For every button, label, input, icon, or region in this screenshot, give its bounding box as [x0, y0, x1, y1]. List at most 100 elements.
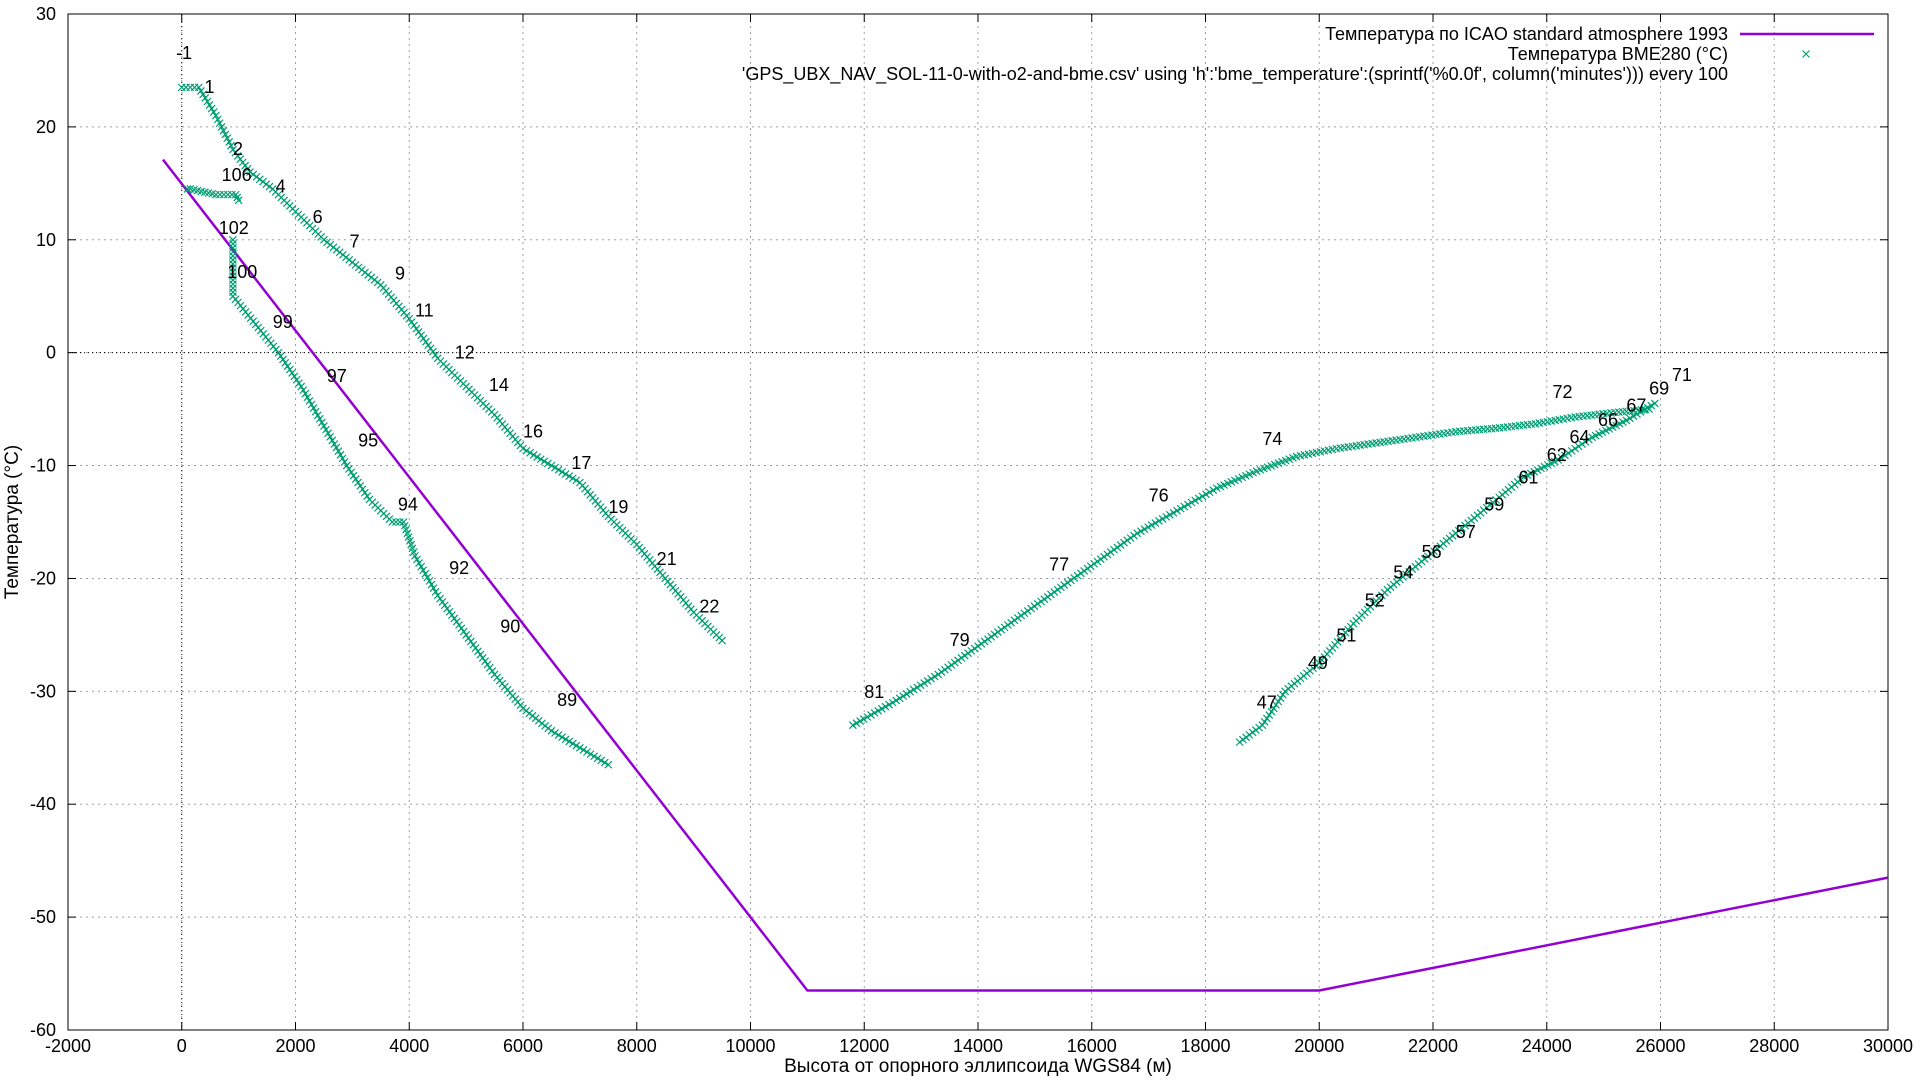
bme-point [960, 651, 969, 660]
bme-point [568, 474, 577, 483]
bme-point [902, 690, 911, 698]
x-tick-label: 28000 [1749, 1036, 1799, 1056]
bme-point [547, 726, 556, 735]
bme-point [229, 251, 237, 260]
bme-point [885, 700, 893, 709]
point-label: 99 [273, 312, 293, 332]
bme-point [330, 440, 339, 448]
x-tick-label: 16000 [1067, 1036, 1117, 1056]
point-label: 81 [864, 682, 884, 702]
bme-point [1561, 451, 1569, 460]
y-tick-label: -10 [30, 456, 56, 476]
x-tick-label: 8000 [617, 1036, 657, 1056]
bme-point [1162, 512, 1171, 521]
bme-point [478, 654, 487, 662]
bme-point [1010, 616, 1019, 625]
bme-point [1567, 446, 1576, 455]
bme-point [1209, 486, 1218, 495]
bme-point [974, 642, 982, 651]
bme-point [197, 86, 205, 95]
bme-point [288, 369, 297, 377]
bme-point [276, 352, 285, 360]
bme-point [405, 314, 414, 323]
bme-point [201, 94, 210, 102]
x-tick-label: 26000 [1635, 1036, 1685, 1056]
bme-point [1130, 531, 1138, 540]
bme-point [349, 471, 358, 480]
bme-point [927, 674, 936, 683]
bme-point [859, 715, 868, 723]
bme-point [1202, 490, 1210, 499]
bme-point [414, 328, 423, 336]
bme-point [419, 334, 428, 343]
bme-point [572, 476, 581, 485]
bme-point [1581, 437, 1590, 446]
point-label: 52 [1365, 591, 1385, 611]
bme-point [593, 754, 602, 763]
bme-point [1020, 609, 1029, 618]
bme-point [1136, 527, 1145, 536]
bme-point [964, 649, 972, 658]
bme-point [215, 190, 224, 199]
bme-point [455, 621, 463, 629]
bme-point [950, 658, 959, 667]
bme-point [551, 729, 559, 737]
bme-point [356, 481, 365, 490]
legend-swatch-bme [1802, 50, 1810, 58]
bme-point [1187, 498, 1196, 507]
bme-point [340, 458, 349, 466]
bme-point [990, 630, 999, 639]
bme-point [906, 687, 915, 696]
bme-point [1023, 606, 1032, 615]
bme-point [183, 185, 192, 193]
point-label: 7 [350, 232, 360, 252]
point-label: 90 [500, 617, 520, 637]
bme-point [334, 447, 343, 456]
bme-point [1070, 574, 1079, 582]
bme-point [984, 635, 992, 644]
point-label: 12 [455, 342, 475, 362]
bme-point [1269, 704, 1278, 713]
bme-point [920, 679, 929, 688]
bme-point [1622, 416, 1631, 425]
bme-point [445, 607, 454, 616]
bme-point [579, 745, 588, 754]
bme-point [881, 702, 890, 711]
bme-point [1063, 578, 1072, 587]
bme-point [1258, 721, 1267, 730]
bme-point [1110, 545, 1118, 554]
bme-point [604, 760, 613, 769]
point-label: 14 [489, 375, 509, 395]
bme-point [203, 97, 212, 106]
point-label: 16 [523, 421, 543, 441]
bme-point [1040, 595, 1049, 604]
bme-point [934, 670, 943, 679]
bme-point [533, 453, 542, 462]
x-tick-label: 4000 [389, 1036, 429, 1056]
bme-point [433, 591, 442, 600]
bme-point [1151, 519, 1160, 527]
bme-point [1053, 585, 1062, 594]
bme-point [1169, 508, 1178, 517]
bme-point [1000, 623, 1009, 632]
point-label: 79 [950, 630, 970, 650]
bme-point [1557, 453, 1566, 462]
bme-point [488, 667, 497, 676]
point-label: 97 [327, 366, 347, 386]
bme-point [937, 668, 946, 676]
bme-point [558, 467, 567, 476]
bme-point [1003, 621, 1012, 629]
bme-point [565, 472, 574, 481]
bme-point [1180, 502, 1189, 511]
bme-point [338, 454, 347, 463]
bme-point [429, 584, 438, 593]
y-axis-title: Температура (°C) [2, 445, 23, 599]
bme-point [1090, 559, 1099, 568]
bme-point [392, 518, 400, 526]
point-label: 106 [222, 165, 252, 185]
point-label: 57 [1456, 522, 1476, 542]
x-axis-title: Высота от опорного эллипсоида WGS84 (м) [784, 1056, 1172, 1077]
x-tick-label: 10000 [725, 1036, 775, 1056]
bme-point [1093, 557, 1102, 566]
